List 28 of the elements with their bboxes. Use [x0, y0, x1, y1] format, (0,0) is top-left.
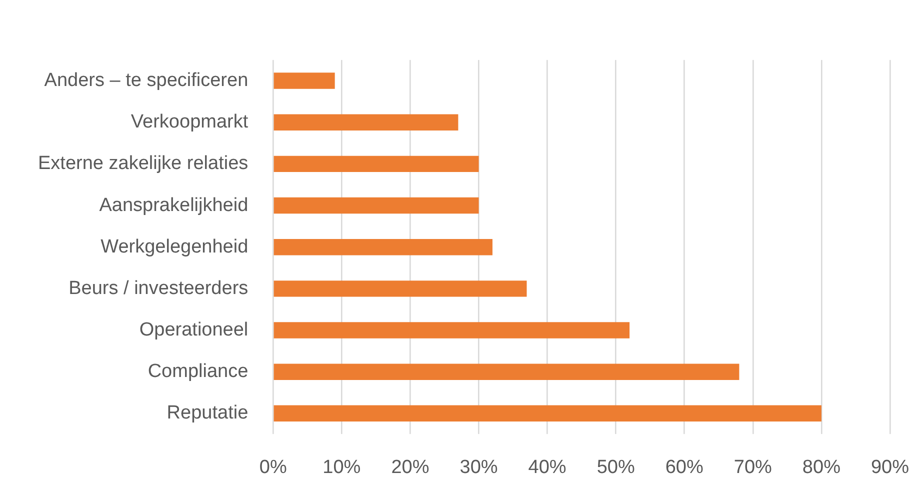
y-tick-label: Beurs / investeerders [68, 278, 248, 299]
y-tick-label: Werkgelegenheid [100, 236, 248, 258]
bar [274, 156, 479, 172]
y-tick-label: Compliance [148, 361, 248, 382]
y-tick-label: Aansprakelijkheid [99, 194, 248, 216]
x-tick-label: 60% [665, 456, 704, 478]
bar [274, 280, 527, 297]
bar [274, 322, 630, 338]
x-tick-label: 30% [460, 456, 498, 478]
y-tick-label: Externe zakelijke relaties [38, 153, 248, 174]
x-tick-label: 90% [870, 456, 909, 478]
x-tick-label: 80% [802, 456, 841, 478]
bar [274, 364, 740, 380]
y-tick-label: Operationeel [139, 319, 248, 340]
x-tick-label: 10% [322, 456, 361, 478]
y-tick-label: Anders – te specificeren [44, 70, 248, 92]
x-tick-label: 70% [734, 456, 772, 478]
bar [274, 114, 458, 130]
bar [274, 238, 492, 256]
x-tick-label: 20% [391, 456, 430, 478]
x-tick-label: 0% [259, 456, 287, 478]
x-tick-label: 50% [596, 456, 635, 478]
x-tick-label: 40% [528, 456, 566, 478]
y-tick-label: Reputatie [166, 402, 248, 424]
bar [274, 197, 479, 214]
bar [274, 72, 335, 89]
y-tick-label: Verkoopmarkt [130, 112, 249, 133]
bar [274, 405, 822, 422]
